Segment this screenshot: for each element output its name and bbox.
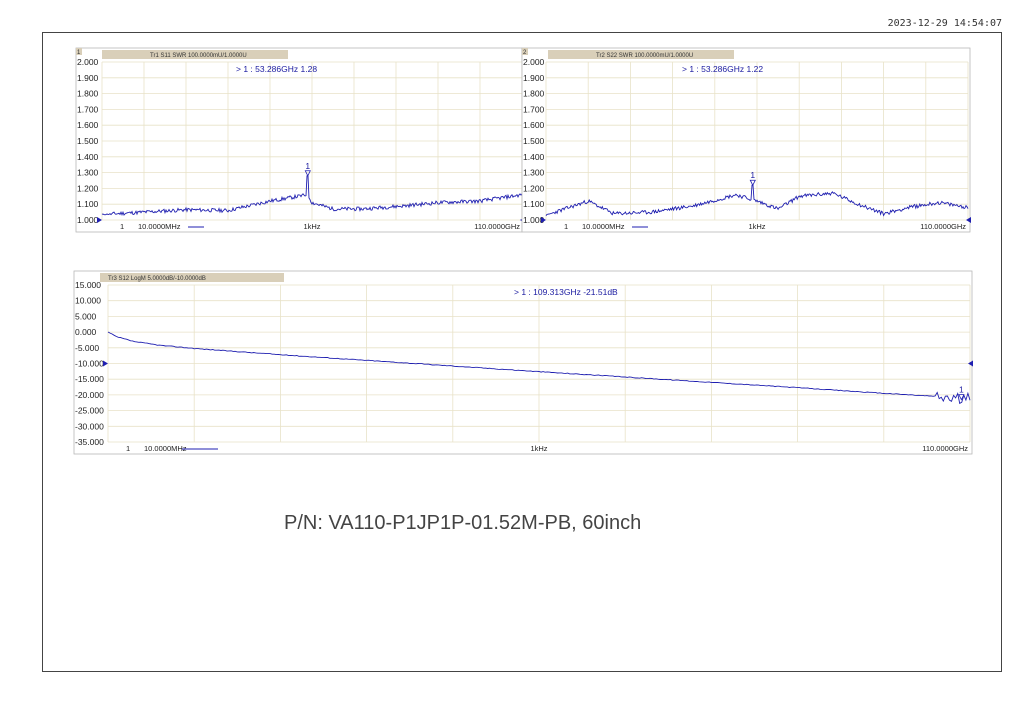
ref-level-marker-right	[968, 360, 973, 367]
trace-title-bar	[102, 50, 288, 59]
page-frame	[42, 32, 1002, 672]
y-tick-label: 1.100	[523, 199, 545, 209]
ref-level-marker-left	[97, 217, 102, 223]
trace-title-bar	[100, 273, 284, 282]
y-tick-label: 2.000	[77, 57, 99, 67]
ref-level-marker-left	[103, 360, 108, 367]
marker-readout: > 1 : 53.286GHz 1.28	[236, 64, 317, 74]
y-tick-label: -5.000	[75, 343, 99, 353]
x-index-label: 1	[126, 444, 130, 453]
marker-label: 1	[305, 161, 310, 171]
y-tick-label: -10.000	[75, 359, 104, 369]
ref-level-marker-right	[966, 217, 971, 223]
chart-panel-1: Tr1 S11 SWR 100.0000mU/1.0000U12.0001.90…	[75, 47, 525, 233]
y-tick-label: 1.400	[523, 152, 545, 162]
y-tick-label: 1.900	[77, 73, 99, 83]
channel-number: 1	[77, 50, 81, 56]
y-tick-label: 1.200	[77, 183, 99, 193]
y-tick-label: 1.000	[523, 215, 545, 225]
x-index-label: 1	[564, 222, 568, 231]
y-tick-label: -25.000	[75, 406, 104, 416]
marker-readout: > 1 : 109.313GHz -21.51dB	[514, 287, 618, 297]
chart-panel-2: Tr2 S22 SWR 100.0000mU/1.0000U 22.000 1.90…	[521, 47, 971, 233]
trace-title: Tr3 S12 LogM 5.0000dB/-10.0000dB	[108, 276, 206, 282]
y-tick-label: 1.200	[523, 183, 545, 193]
y-tick-label: 1.500	[77, 136, 99, 146]
part-number: P/N: VA110-P1JP1P-01.52M-PB, 60inch	[284, 512, 642, 534]
y-tick-label: -20.000	[75, 390, 104, 400]
x-start-label: 10.0000MHz	[144, 444, 187, 453]
x-start-label: 10.0000MHz	[138, 222, 181, 231]
y-tick-label: 1.500	[523, 136, 545, 146]
y-tick-label: 1.900	[523, 73, 545, 83]
ref-level-marker-left	[541, 217, 546, 223]
marker-readout: > 1 : 53.286GHz 1.22	[682, 64, 763, 74]
x-stop-label: 110.0000GHz	[474, 222, 520, 231]
y-tick-label: 15.000	[75, 280, 101, 290]
timestamp: 2023-12-29 14:54:07	[887, 18, 1002, 29]
trace-title: Tr2 S22 SWR 100.0000mU/1.0000U	[596, 53, 693, 59]
marker-triangle	[749, 179, 756, 187]
channel-number: 2	[523, 50, 527, 56]
chart-panel-3: Tr3 S12 LogM 5.0000dB/-10.0000dB15.00010…	[73, 270, 973, 455]
y-tick-label: -15.000	[75, 374, 104, 384]
x-start-label: 10.0000MHz	[582, 222, 625, 231]
y-tick-label: 1.700	[77, 104, 99, 114]
y-tick-label: 1.800	[77, 89, 99, 99]
chart-frame	[521, 47, 971, 233]
y-tick-label: 1.300	[77, 168, 99, 178]
y-tick-label: 1.000	[77, 215, 99, 225]
y-tick-label: 0.000	[75, 327, 97, 337]
y-tick-label: 1.100	[77, 199, 99, 209]
y-tick-label: 2.000	[523, 57, 545, 67]
channel-tab	[522, 48, 528, 55]
trace-line	[107, 331, 971, 405]
x-mid-label: 1kHz	[303, 222, 320, 231]
x-stop-label: 110.0000GHz	[920, 222, 966, 231]
y-tick-label: 10.000	[75, 296, 101, 306]
y-tick-label: 1.300	[523, 168, 545, 178]
x-index-label: 1	[120, 222, 124, 231]
trace-title-bar	[548, 50, 734, 59]
y-tick-label: 1.600	[523, 120, 545, 130]
trace-line	[101, 175, 523, 217]
y-tick-label: 1.600	[77, 120, 99, 130]
y-tick-label: 1.700	[523, 104, 545, 114]
marker-triangle	[958, 394, 965, 401]
marker-label: 1	[750, 170, 755, 180]
x-mid-label: 1kHz	[530, 444, 547, 453]
y-tick-label: -35.000	[75, 437, 104, 447]
marker-triangle	[304, 170, 311, 177]
y-tick-label: 5.000	[75, 311, 97, 321]
y-tick-label: -30.000	[75, 421, 104, 431]
x-stop-label: 110.0000GHz	[922, 444, 968, 453]
y-tick-label: 1.800	[523, 89, 545, 99]
y-tick-label: 1.400	[77, 152, 99, 162]
channel-tab	[76, 48, 82, 55]
x-mid-label: 1kHz	[748, 222, 765, 231]
trace-line	[545, 184, 969, 217]
trace-title: Tr1 S11 SWR 100.0000mU/1.0000U	[150, 53, 247, 59]
marker-label: 1	[959, 385, 964, 395]
